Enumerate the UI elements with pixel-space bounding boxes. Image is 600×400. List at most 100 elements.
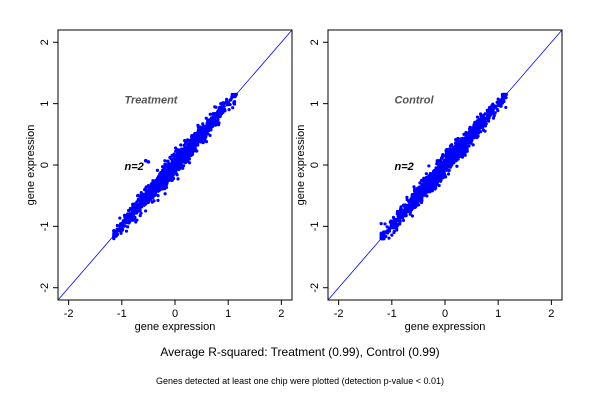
scatter-point bbox=[458, 140, 462, 144]
scatter-point bbox=[186, 156, 190, 160]
scatter-point bbox=[229, 98, 233, 102]
scatter-point bbox=[442, 160, 447, 164]
scatter-point bbox=[226, 101, 230, 106]
scatter-point bbox=[411, 194, 415, 199]
scatter-point bbox=[142, 192, 146, 196]
scatter-point bbox=[188, 146, 193, 150]
scatter-point bbox=[453, 149, 458, 154]
scatter-point bbox=[439, 174, 443, 178]
y-tick-label: -1 bbox=[39, 221, 51, 231]
scatter-point bbox=[224, 97, 229, 101]
scatter-point bbox=[470, 139, 474, 143]
scatter-point bbox=[465, 149, 469, 153]
scatter-point bbox=[179, 143, 183, 147]
scatter-point bbox=[211, 115, 216, 119]
scatter-point bbox=[450, 149, 454, 154]
scatter-point bbox=[152, 199, 156, 203]
scatter-point bbox=[164, 185, 168, 189]
scatter-point bbox=[468, 132, 472, 136]
scatter-point bbox=[192, 133, 196, 137]
scatter-point bbox=[475, 115, 480, 119]
scatter-point bbox=[216, 109, 220, 113]
scatter-point bbox=[455, 139, 459, 143]
scatter-point bbox=[185, 140, 189, 144]
scatter-point bbox=[487, 116, 491, 120]
scatter-point bbox=[493, 105, 498, 109]
scatter-point bbox=[172, 166, 177, 170]
scatter-point bbox=[418, 195, 423, 199]
scatter-point bbox=[135, 218, 139, 222]
scatter-point bbox=[400, 212, 405, 216]
x-tick-label: -1 bbox=[387, 308, 397, 320]
y-tick-label: 0 bbox=[39, 162, 51, 168]
scatter-point bbox=[179, 152, 183, 156]
scatter-point bbox=[394, 221, 398, 226]
scatter-point bbox=[118, 216, 122, 220]
scatter-point bbox=[418, 191, 423, 195]
scatter-point bbox=[200, 139, 204, 144]
scatter-point bbox=[474, 130, 479, 134]
scatter-point bbox=[196, 140, 200, 145]
scatter-point bbox=[464, 139, 469, 144]
scatter-point bbox=[432, 174, 437, 178]
scatter-point bbox=[184, 157, 188, 161]
x-tick-label: -2 bbox=[64, 308, 74, 320]
scatter-point bbox=[153, 192, 158, 196]
scatter-point bbox=[151, 186, 156, 191]
scatter-point bbox=[170, 153, 174, 158]
scatter-point bbox=[162, 183, 166, 187]
scatter-point bbox=[219, 102, 223, 106]
scatter-point bbox=[415, 191, 419, 195]
scatter-point bbox=[402, 203, 406, 207]
scatter-point bbox=[156, 194, 160, 198]
scatter-point bbox=[126, 225, 130, 229]
scatter-point bbox=[475, 120, 479, 125]
scatter-point bbox=[181, 160, 185, 164]
scatter-point bbox=[432, 183, 436, 187]
scatter-point bbox=[196, 133, 200, 137]
x-tick-label: 1 bbox=[495, 308, 501, 320]
panel-control: -2 -1 0 1 2 -2 -1 0 1 2 Control n=2 gene expressi… bbox=[295, 29, 563, 333]
detection-footnote: Genes detected at least one chip were pl… bbox=[156, 376, 444, 386]
panel-treatment: -2 -1 0 1 2 -2 -1 0 1 2 Treatment n=2 gene expres… bbox=[25, 29, 293, 333]
y-tick-label: 1 bbox=[39, 101, 51, 107]
scatter-point bbox=[379, 222, 383, 226]
scatter-point bbox=[404, 209, 408, 214]
scatter-point bbox=[424, 179, 428, 183]
scatter-point bbox=[139, 211, 143, 215]
scatter-point bbox=[138, 195, 142, 199]
scatter-point bbox=[387, 236, 391, 240]
scatter-point bbox=[490, 111, 494, 115]
scatter-point bbox=[204, 116, 208, 120]
scatter-point bbox=[436, 170, 440, 174]
scatter-point bbox=[146, 200, 151, 205]
scatter-point bbox=[432, 180, 436, 184]
scatter-point bbox=[452, 159, 456, 163]
scatter-point bbox=[202, 125, 206, 129]
scatter-point bbox=[472, 136, 476, 140]
scatter-point bbox=[159, 186, 163, 190]
scatter-point bbox=[167, 166, 171, 170]
x-tick-label: 2 bbox=[548, 308, 554, 320]
scatter-point bbox=[156, 176, 160, 180]
scatter-point bbox=[486, 119, 491, 123]
scatter-point bbox=[422, 193, 426, 197]
scatter-point bbox=[130, 211, 135, 215]
scatter-point bbox=[479, 114, 483, 118]
scatter-point bbox=[207, 118, 211, 122]
scatter-point bbox=[139, 190, 143, 195]
scatter-point bbox=[436, 159, 440, 163]
scatter-point bbox=[382, 231, 386, 236]
scatter-point bbox=[144, 209, 148, 213]
scatter-point bbox=[128, 219, 132, 223]
scatter-point bbox=[410, 214, 414, 218]
x-tick-label: 0 bbox=[172, 308, 178, 320]
scatter-point bbox=[156, 185, 160, 189]
scatter-point bbox=[428, 187, 432, 191]
scatter-point bbox=[381, 237, 385, 241]
scatter-point bbox=[390, 225, 394, 230]
scatter-point bbox=[172, 154, 177, 158]
scatter-point bbox=[437, 183, 441, 188]
scatter-point bbox=[190, 137, 194, 142]
scatter-point bbox=[420, 184, 425, 188]
